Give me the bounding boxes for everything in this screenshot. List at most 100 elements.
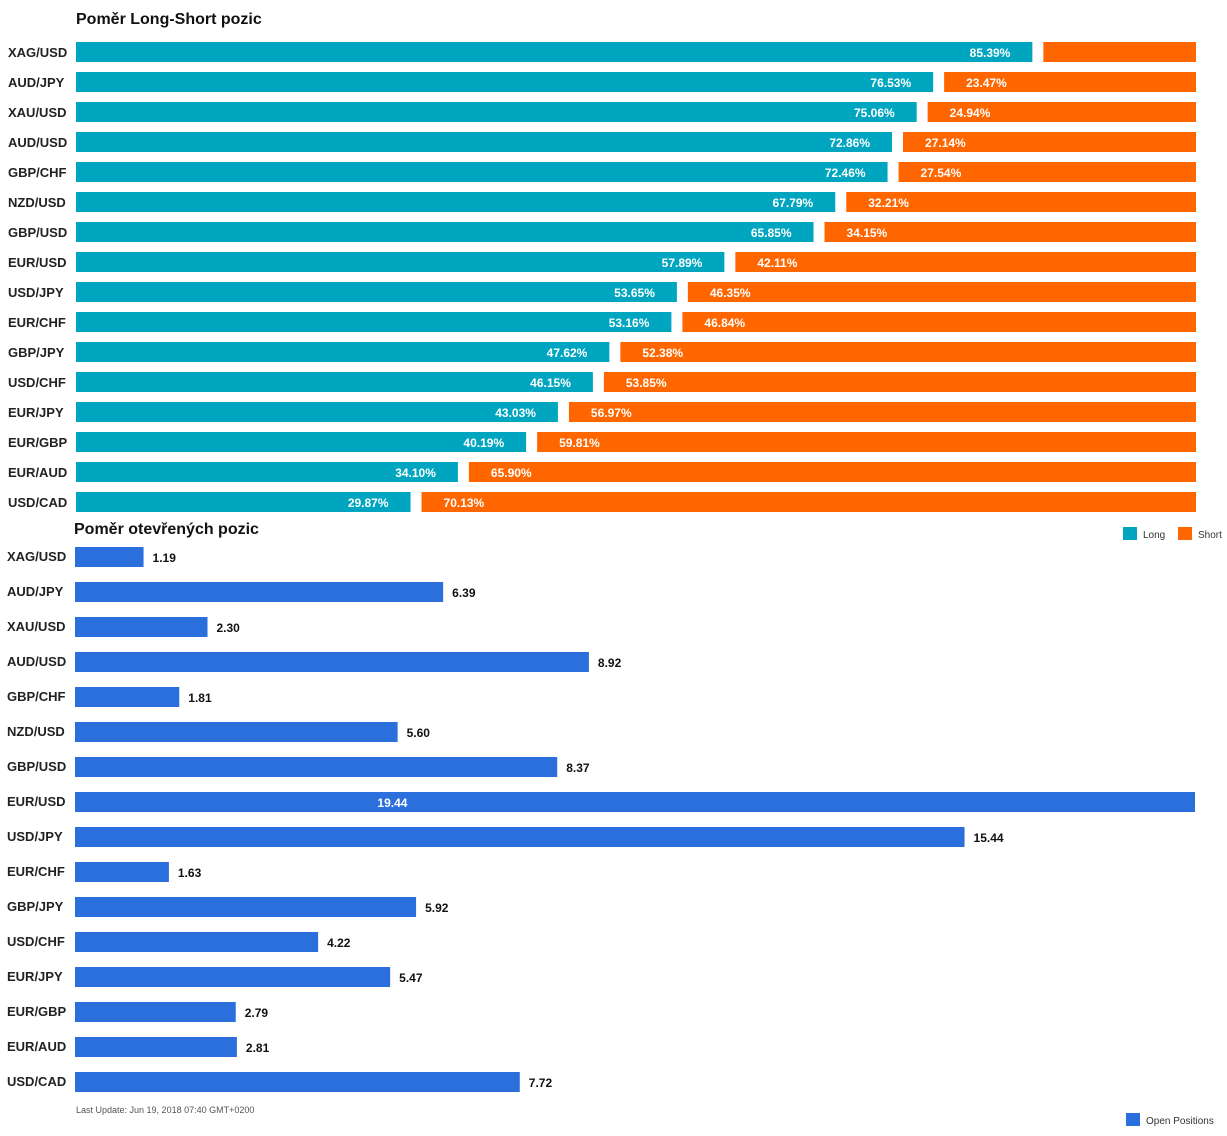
open-positions-value-label: 15.44: [974, 831, 1004, 845]
long-bar: [76, 432, 527, 452]
category-label: GBP/JPY: [8, 345, 65, 360]
long-value-label: 72.46%: [825, 166, 866, 180]
long-bar: [76, 72, 934, 92]
short-bar: [846, 192, 1196, 212]
open-positions-bar: [75, 967, 391, 987]
open-positions-value-label: 8.37: [566, 761, 590, 775]
open-positions-bar: [75, 722, 398, 742]
open-positions-value-label: 2.30: [217, 621, 241, 635]
long-value-label: 53.65%: [614, 286, 655, 300]
category-label: USD/JPY: [8, 285, 64, 300]
open-positions-bar: [75, 1072, 520, 1092]
long-value-label: 85.39%: [970, 46, 1011, 60]
open-positions-bar: [75, 862, 169, 882]
open-positions-value-label: 1.81: [188, 691, 212, 705]
short-bar: [927, 102, 1196, 122]
category-label: EUR/AUD: [8, 465, 67, 480]
open-positions-bar: [75, 582, 444, 602]
long-value-label: 29.87%: [348, 496, 389, 510]
category-label: NZD/USD: [8, 195, 66, 210]
open-positions-value-label: 2.81: [246, 1041, 270, 1055]
short-value-label: 24.94%: [950, 106, 991, 120]
short-value-label: 34.15%: [847, 226, 888, 240]
category-label: USD/JPY: [7, 829, 63, 844]
open-positions-bar: [75, 827, 965, 847]
short-bar: [735, 252, 1196, 272]
category-label: EUR/USD: [8, 255, 67, 270]
open-positions-value-label: 1.19: [153, 551, 177, 565]
short-value-label: 59.81%: [559, 436, 600, 450]
category-label: USD/CHF: [8, 375, 66, 390]
short-bar: [824, 222, 1196, 242]
open-positions-value-label: 4.22: [327, 936, 351, 950]
chart-title-open-positions: Poměr otevřených pozic: [74, 521, 259, 538]
long-bar: [76, 492, 411, 512]
long-value-label: 43.03%: [495, 406, 536, 420]
short-bar: [682, 312, 1196, 332]
category-label: XAG/USD: [8, 45, 67, 60]
long-value-label: 72.86%: [829, 136, 870, 150]
open-positions-bar: [75, 792, 1195, 812]
open-positions-value-label: 19.44: [377, 796, 407, 810]
category-label: EUR/JPY: [8, 405, 64, 420]
long-value-label: 57.89%: [662, 256, 703, 270]
open-positions-bar: [75, 1002, 236, 1022]
category-label: EUR/CHF: [7, 864, 65, 879]
open-positions-bar: [75, 617, 208, 637]
short-value-label: 27.54%: [921, 166, 962, 180]
category-label: GBP/JPY: [7, 899, 64, 914]
short-value-label: 42.11%: [757, 256, 797, 270]
legend-short-swatch: [1178, 527, 1192, 540]
short-bar: [903, 132, 1196, 152]
category-label: EUR/GBP: [7, 1004, 67, 1019]
short-bar: [687, 282, 1196, 302]
legend-long-swatch: [1123, 527, 1137, 540]
open-positions-value-label: 5.92: [425, 901, 449, 915]
open-positions-value-label: 5.47: [399, 971, 423, 985]
long-value-label: 53.16%: [609, 316, 650, 330]
short-bar: [898, 162, 1196, 182]
category-label: AUD/JPY: [8, 75, 65, 90]
short-bar: [568, 402, 1196, 422]
long-bar: [76, 222, 814, 242]
short-bar: [537, 432, 1196, 452]
legend-long-label: Long: [1143, 530, 1165, 541]
short-value-label: 46.84%: [704, 316, 745, 330]
open-positions-bar: [75, 757, 558, 777]
category-label: GBP/CHF: [7, 689, 66, 704]
category-label: USD/CAD: [7, 1074, 66, 1089]
open-positions-value-label: 5.60: [407, 726, 431, 740]
long-bar: [76, 402, 558, 422]
short-value-label: 65.90%: [491, 466, 532, 480]
open-positions-bar: [75, 687, 180, 707]
open-positions-value-label: 1.63: [178, 866, 202, 880]
long-bar: [76, 192, 836, 212]
long-value-label: 40.19%: [463, 436, 504, 450]
category-label: AUD/JPY: [7, 584, 64, 599]
legend-short-label: Short: [1198, 530, 1222, 541]
short-bar: [468, 462, 1196, 482]
short-value-label: 27.14%: [925, 136, 966, 150]
long-bar: [76, 462, 458, 482]
short-value-label: 56.97%: [591, 406, 632, 420]
category-label: EUR/JPY: [7, 969, 63, 984]
long-bar: [76, 372, 593, 392]
long-bar: [76, 102, 917, 122]
short-bar: [603, 372, 1196, 392]
category-label: NZD/USD: [7, 724, 65, 739]
long-bar: [76, 282, 677, 302]
short-value-label: 46.35%: [710, 286, 751, 300]
category-label: GBP/USD: [7, 759, 66, 774]
long-bar: [76, 162, 888, 182]
long-bar: [76, 42, 1033, 62]
short-bar: [620, 342, 1196, 362]
long-bar: [76, 342, 610, 362]
long-value-label: 34.10%: [395, 466, 436, 480]
short-value-label: 52.38%: [642, 346, 683, 360]
category-label: GBP/CHF: [8, 165, 67, 180]
category-label: AUD/USD: [7, 654, 66, 669]
long-bar: [76, 132, 893, 152]
category-label: EUR/CHF: [8, 315, 66, 330]
open-positions-value-label: 6.39: [452, 586, 476, 600]
